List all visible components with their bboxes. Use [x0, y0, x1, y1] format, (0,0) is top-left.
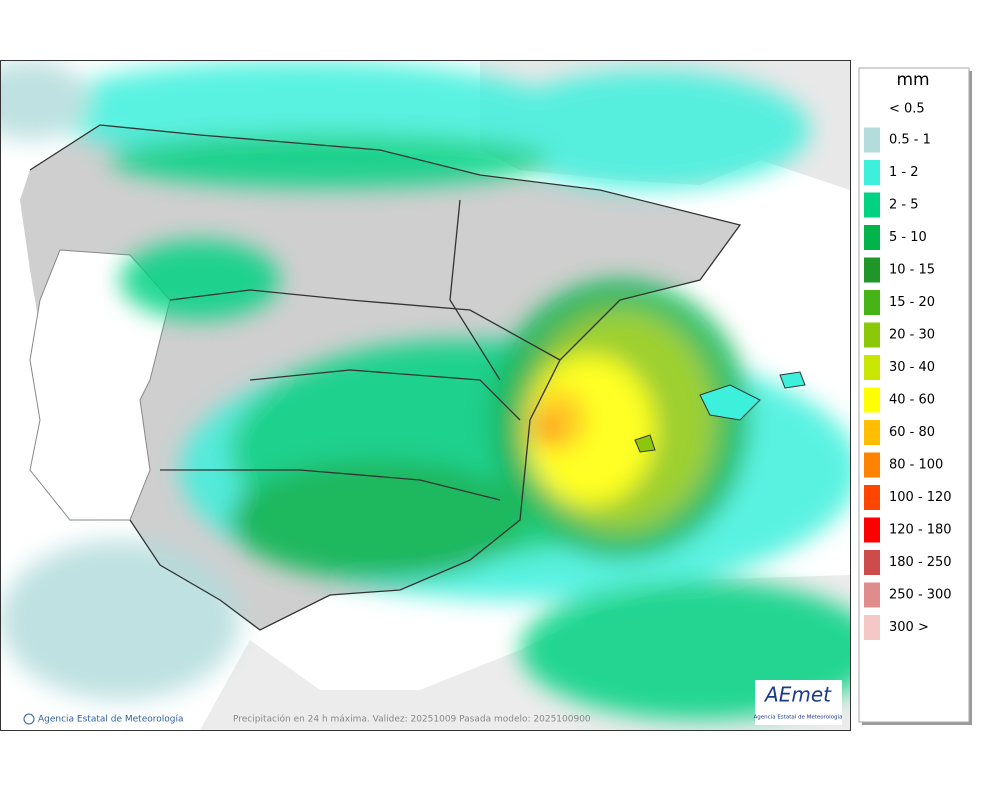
logo-subtitle: Agencia Estatal de Meteorología	[754, 714, 843, 721]
legend-swatch	[864, 387, 880, 413]
legend-swatch	[864, 355, 880, 380]
legend-swatch	[864, 322, 880, 348]
legend-items: 0.5 - 1 1 - 2 2 - 5 5 - 10 10 - 15 15 - 20 20 …	[864, 127, 952, 640]
legend-label: 0.5 - 1	[889, 133, 931, 148]
legend-label: 120 - 180	[889, 523, 952, 538]
legend-label: < 0.5	[889, 102, 925, 117]
legend-label: 30 - 40	[889, 360, 935, 375]
legend-swatch	[864, 582, 880, 608]
logo-box	[755, 680, 842, 725]
legend-label: 15 - 20	[889, 295, 935, 310]
legend-label: 180 - 250	[889, 555, 952, 570]
legend-swatch	[864, 160, 880, 185]
map-frame	[0, 60, 851, 731]
legend-label: 300 >	[889, 620, 929, 635]
legend-title: mm	[896, 70, 929, 90]
legend-swatch	[864, 225, 880, 250]
mallorca	[699, 384, 761, 421]
footer-left: Agencia Estatal de Meteorología	[38, 715, 184, 725]
menorca	[779, 371, 806, 389]
legend-swatch	[864, 127, 880, 153]
legend-label: 10 - 15	[889, 263, 935, 278]
legend-swatch	[864, 420, 880, 445]
logo: AEmet	[763, 683, 832, 707]
legend-swatch	[864, 550, 880, 575]
legend-label: 60 - 80	[889, 425, 935, 440]
borders	[29, 124, 742, 631]
precipitation	[1, 60, 850, 720]
legend-swatch	[864, 517, 880, 543]
legend-label: 1 - 2	[889, 165, 919, 180]
legend-label: 40 - 60	[889, 393, 935, 408]
legend-label: 5 - 10	[889, 230, 927, 245]
legend-swatch	[864, 290, 880, 315]
ibiza	[634, 434, 656, 453]
legend-swatch	[864, 452, 880, 478]
legend-label: 80 - 100	[889, 458, 943, 473]
copyright-icon	[23, 713, 35, 725]
footer-center: Precipitación en 24 h máxima. Validez: 2…	[233, 714, 591, 725]
legend-label: 2 - 5	[889, 198, 919, 213]
legend-swatch	[864, 615, 880, 640]
legend-swatch	[864, 257, 880, 283]
legend-swatch	[864, 485, 880, 510]
legend-label: 100 - 120	[889, 490, 952, 505]
legend-label: 250 - 300	[889, 588, 952, 603]
legend-swatch	[864, 192, 880, 218]
legend-label: 20 - 30	[889, 328, 935, 343]
map: Agencia Estatal de Meteorología Precipit…	[1, 60, 850, 730]
